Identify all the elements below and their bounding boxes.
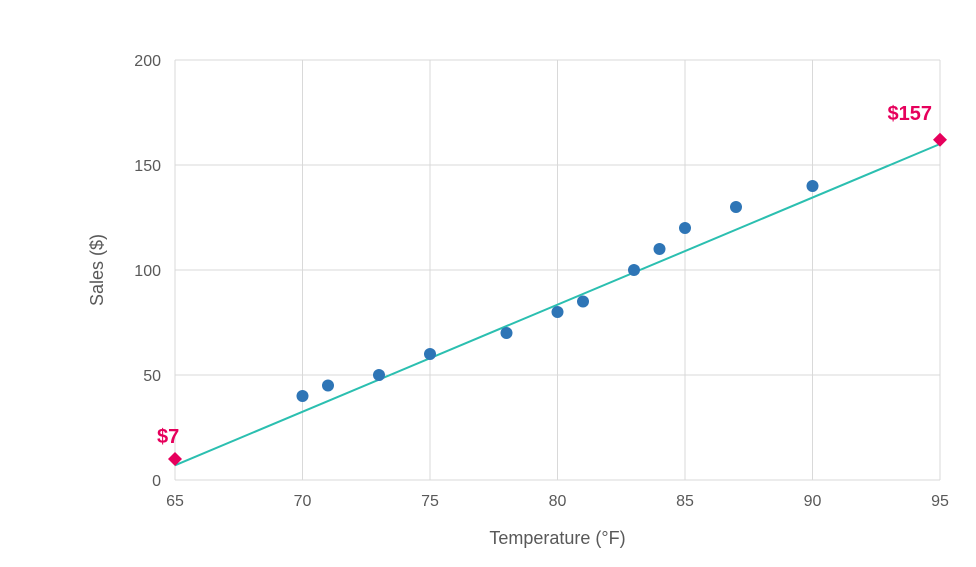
data-point	[679, 222, 691, 234]
data-point	[322, 380, 334, 392]
chart-container: 65 70 75 80 85 90 95 0 50 100 150 200 Temperature (°…	[0, 0, 976, 567]
x-tick-label: 95	[931, 493, 949, 510]
y-tick-label: 50	[143, 368, 161, 385]
y-tick-label: 150	[134, 158, 161, 175]
data-point	[730, 201, 742, 213]
data-point	[297, 390, 309, 402]
callout-label: $157	[888, 103, 933, 125]
x-tick-label: 75	[421, 493, 439, 510]
data-point	[628, 264, 640, 276]
x-tick-label: 80	[549, 493, 567, 510]
callout-label: $7	[157, 426, 179, 448]
data-point	[424, 348, 436, 360]
scatter-chart: 65 70 75 80 85 90 95 0 50 100 150 200 Temperature (°…	[0, 0, 976, 567]
data-point	[501, 327, 513, 339]
data-point	[654, 243, 666, 255]
x-tick-label: 70	[294, 493, 312, 510]
data-point	[373, 369, 385, 381]
y-tick-label: 100	[134, 263, 161, 280]
x-axis-label: Temperature (°F)	[489, 528, 625, 548]
data-point	[577, 296, 589, 308]
y-tick-label: 200	[134, 53, 161, 70]
data-point	[807, 180, 819, 192]
y-axis-label: Sales ($)	[87, 234, 107, 306]
callout-marker	[933, 133, 947, 147]
data-point	[552, 306, 564, 318]
x-tick-label: 90	[804, 493, 822, 510]
y-tick-label: 0	[152, 473, 161, 490]
x-tick-label: 65	[166, 493, 184, 510]
x-tick-label: 85	[676, 493, 694, 510]
